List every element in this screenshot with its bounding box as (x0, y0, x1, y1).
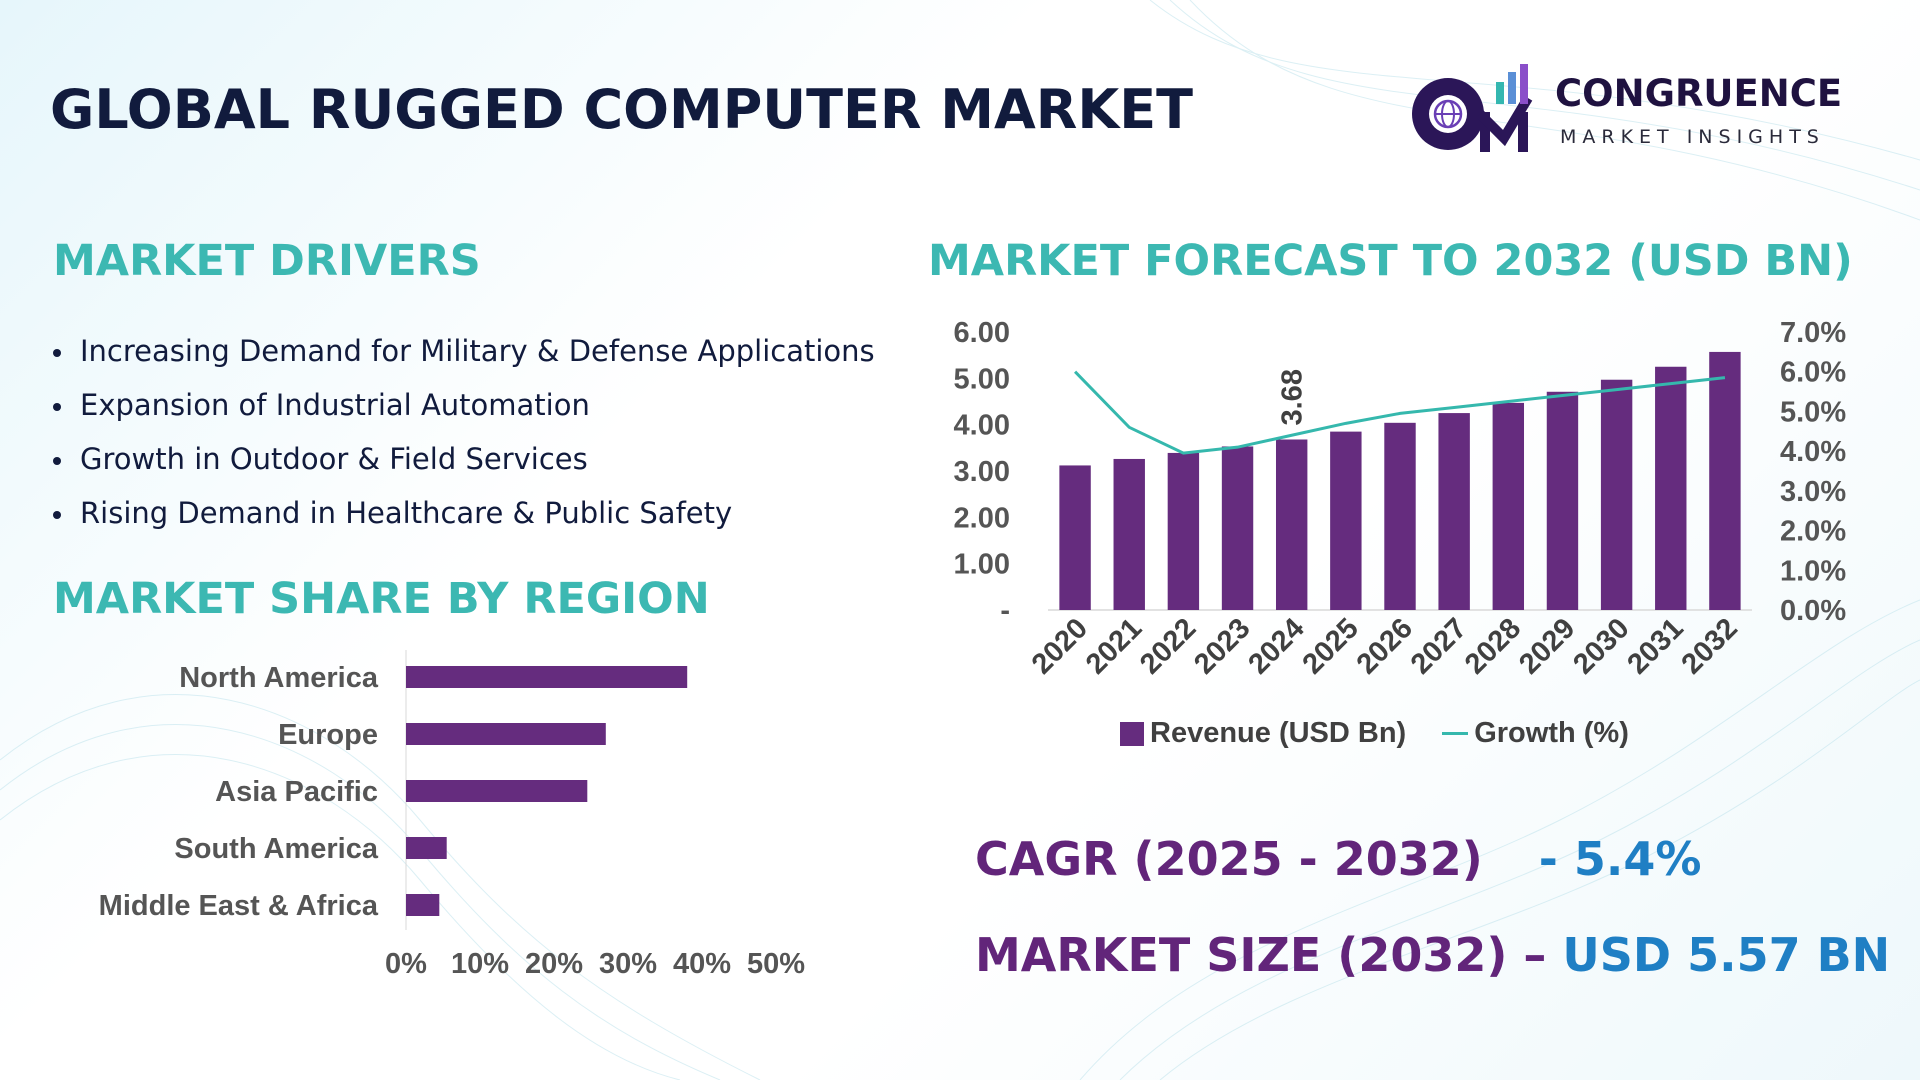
forecast-right-tick-label: 3.0% (1780, 476, 1846, 508)
forecast-right-tick-label: 1.0% (1780, 555, 1846, 587)
drivers-heading: MARKET DRIVERS (53, 236, 481, 286)
region-category-label: North America (179, 662, 379, 694)
forecast-chart: - 1.00 2.00 3.00 4.00 5.00 6.00 0.0% 1.0% 2.0% 3.0… (954, 317, 1847, 681)
forecast-left-tick-label: - (1000, 595, 1010, 627)
region-x-tick-label: 10% (451, 948, 509, 980)
company-logo: CONGRUENCE MARKET INSIGHTS (1400, 52, 1870, 162)
legend-item-revenue: Revenue (USD Bn) (1120, 717, 1406, 750)
forecast-year-label: 2025 (1297, 612, 1365, 680)
driver-item: Increasing Demand for Military & Defense… (50, 328, 875, 382)
revenue-bar (1709, 351, 1741, 610)
legend-label-growth: Growth (%) (1474, 717, 1629, 749)
region-x-tick-label: 0% (385, 948, 427, 980)
revenue-bar (1221, 446, 1254, 610)
forecast-left-tick-label: 2.00 (954, 502, 1010, 534)
region-bar (406, 723, 606, 745)
cagr-stat: CAGR (2025 - 2032) - 5.4% (975, 832, 1701, 886)
forecast-year-label: 2024 (1242, 612, 1310, 680)
market-size-label: MARKET SIZE (2032) – (975, 928, 1547, 982)
forecast-legend: Revenue (USD Bn) Growth (%) (1120, 717, 1629, 750)
revenue-data-label: 3.68 (1277, 369, 1309, 425)
forecast-left-tick-label: 5.00 (954, 363, 1010, 395)
region-bar (406, 894, 440, 916)
revenue-bar (1492, 402, 1525, 610)
region-x-tick-label: 50% (747, 948, 805, 980)
region-heading: MARKET SHARE BY REGION (53, 574, 710, 624)
drivers-list: Increasing Demand for Military & Defense… (50, 328, 875, 544)
revenue-bar (1438, 413, 1470, 610)
forecast-left-tick-label: 6.00 (954, 317, 1010, 349)
forecast-year-label: 2030 (1567, 612, 1635, 680)
driver-item: Expansion of Industrial Automation (50, 382, 875, 436)
revenue-bar (1655, 366, 1687, 610)
region-category-label: Asia Pacific (215, 776, 378, 808)
forecast-year-label: 2022 (1134, 612, 1202, 680)
region-x-tick-label: 20% (525, 948, 583, 980)
forecast-year-label: 2027 (1405, 612, 1473, 680)
forecast-left-tick-label: 3.00 (954, 456, 1010, 488)
forecast-year-label: 2031 (1621, 612, 1689, 680)
legend-item-growth: Growth (%) (1442, 717, 1629, 750)
forecast-year-label: 2032 (1676, 612, 1744, 680)
region-x-tick-label: 30% (599, 948, 657, 980)
legend-swatch-growth (1442, 732, 1469, 735)
forecast-right-tick-label: 6.0% (1780, 357, 1846, 389)
cagr-label: CAGR (2025 - 2032) (975, 832, 1483, 886)
driver-item: Rising Demand in Healthcare & Public Saf… (50, 490, 875, 544)
region-category-label: South America (174, 833, 378, 865)
revenue-bar (1600, 379, 1633, 610)
region-bar (406, 666, 688, 688)
revenue-bar (1546, 391, 1579, 610)
forecast-right-tick-label: 2.0% (1780, 516, 1846, 548)
forecast-year-label: 2028 (1459, 612, 1527, 680)
logo-mark (1412, 64, 1533, 152)
revenue-bar (1330, 431, 1362, 610)
driver-item: Growth in Outdoor & Field Services (50, 436, 875, 490)
region-x-tick-label: 40% (673, 948, 731, 980)
region-category-label: Middle East & Africa (99, 890, 379, 922)
revenue-bar (1113, 458, 1145, 610)
market-size-value: USD 5.57 BN (1562, 928, 1891, 982)
region-share-chart: North America Europe Asia Pacific South Ame… (99, 650, 805, 980)
market-size-stat: MARKET SIZE (2032) – USD 5.57 BN (975, 928, 1890, 982)
forecast-left-tick-label: 1.00 (954, 549, 1010, 581)
forecast-right-tick-label: 5.0% (1780, 396, 1846, 428)
forecast-heading: MARKET FORECAST TO 2032 (USD BN) (928, 236, 1853, 286)
logo-name: CONGRUENCE (1555, 72, 1843, 115)
growth-line (1074, 370, 1726, 455)
forecast-year-label: 2023 (1188, 612, 1256, 680)
forecast-right-tick-label: 7.0% (1780, 317, 1846, 349)
forecast-left-tick-label: 4.00 (954, 410, 1010, 442)
cagr-value: - 5.4% (1538, 832, 1702, 886)
forecast-right-tick-label: 4.0% (1780, 436, 1846, 468)
forecast-year-label: 2021 (1080, 612, 1148, 680)
forecast-right-tick-label: 0.0% (1780, 595, 1846, 627)
revenue-bar (1275, 439, 1308, 610)
revenue-bar (1384, 422, 1416, 610)
legend-label-revenue: Revenue (USD Bn) (1150, 717, 1407, 749)
revenue-bar (1059, 465, 1091, 610)
page-title: GLOBAL RUGGED COMPUTER MARKET (50, 78, 1193, 141)
region-bar (406, 837, 447, 859)
forecast-year-label: 2020 (1026, 612, 1094, 680)
region-category-label: Europe (278, 719, 378, 751)
logo-tagline: MARKET INSIGHTS (1560, 126, 1825, 148)
region-bar (406, 780, 588, 802)
legend-swatch-revenue (1120, 721, 1144, 746)
forecast-year-label: 2026 (1351, 612, 1419, 680)
revenue-bar (1167, 452, 1200, 610)
forecast-year-label: 2029 (1513, 612, 1581, 680)
